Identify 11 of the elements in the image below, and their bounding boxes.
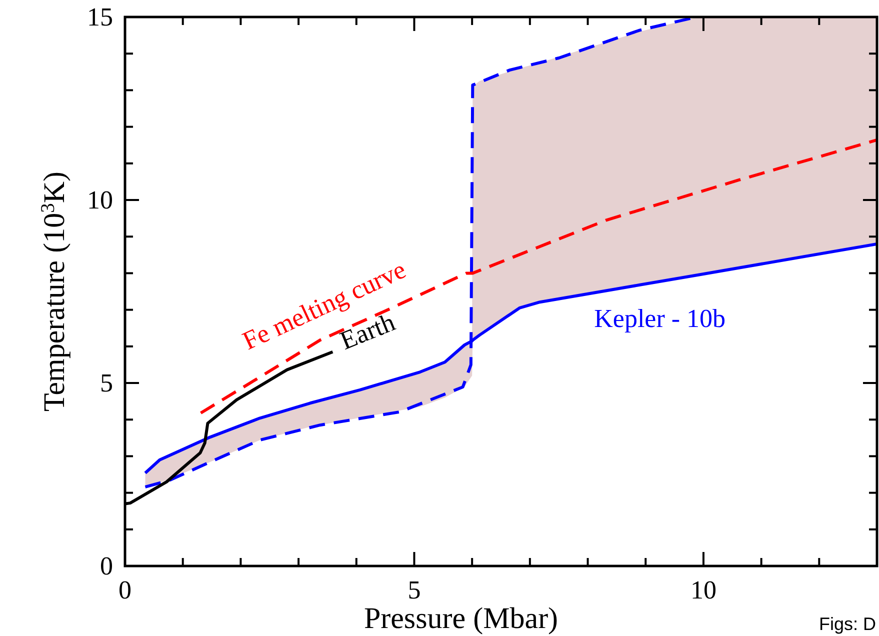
x-tick-label: 5: [408, 575, 421, 604]
x-tick-label: 10: [690, 575, 716, 604]
y-tick-label: 5: [100, 368, 113, 398]
x-tick-label: 0: [118, 575, 132, 604]
text: Figs: D: [818, 614, 876, 634]
series-label: Kepler - 10b: [594, 304, 726, 333]
line-series: [199, 138, 877, 415]
x-axis-title: Pressure (Mbar): [364, 602, 558, 635]
y-tick-label: 15: [87, 2, 113, 32]
y-tick-label: 0: [100, 551, 113, 580]
y-tick-label: 10: [87, 185, 113, 214]
